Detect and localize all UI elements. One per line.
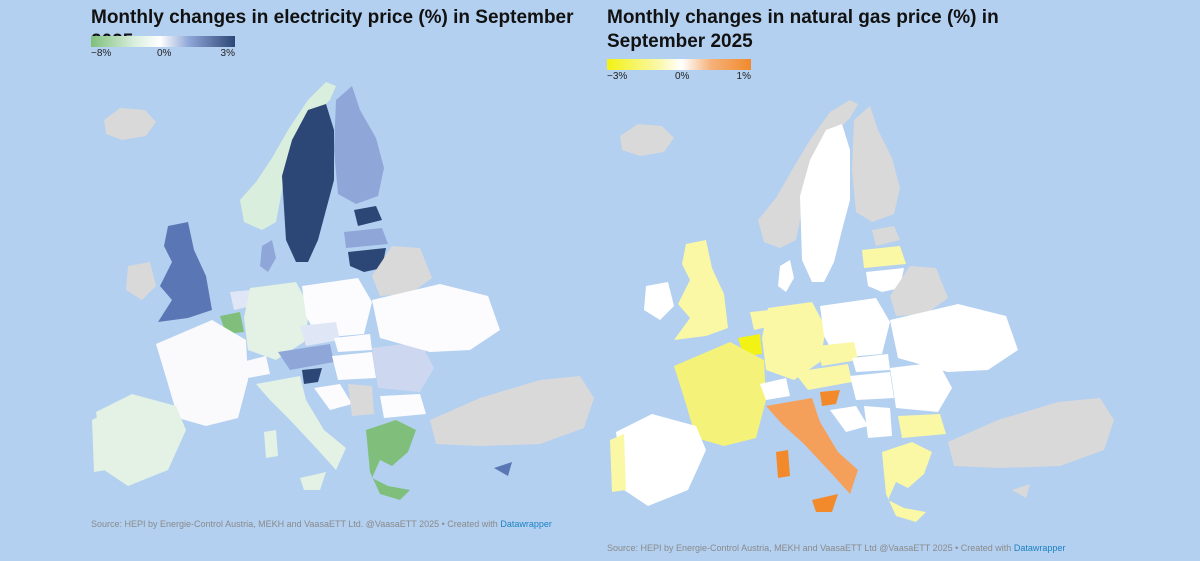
- united-kingdom: [158, 222, 212, 322]
- turkey: [948, 398, 1114, 468]
- gas-source-text: Source: HEPI by Energie-Control Austria,…: [607, 543, 1014, 553]
- hungary: [332, 352, 376, 380]
- gas-legend-bar: [607, 59, 751, 70]
- slovenia: [302, 368, 322, 384]
- serbia: [348, 384, 374, 416]
- gas-title: Monthly changes in natural gas price (%)…: [607, 7, 999, 52]
- electricity-source: Source: HEPI by Energie-Control Austria,…: [91, 519, 552, 529]
- latvia: [862, 246, 906, 268]
- ireland: [644, 282, 674, 320]
- iceland: [620, 124, 674, 156]
- electricity-legend: −8% 0% 3%: [91, 36, 235, 62]
- electricity-legend-bar: [91, 36, 235, 47]
- sicily: [812, 494, 838, 512]
- lithuania: [348, 248, 386, 272]
- portugal: [92, 414, 106, 472]
- belarus: [890, 266, 948, 316]
- denmark: [778, 260, 794, 292]
- slovenia: [820, 390, 840, 406]
- greece: [882, 442, 932, 522]
- netherlands: [230, 290, 252, 310]
- bulgaria: [898, 414, 946, 438]
- czechia: [816, 342, 858, 366]
- gas-legend-min: −3%: [607, 71, 628, 82]
- electricity-source-text: Source: HEPI by Energie-Control Austria,…: [91, 519, 501, 529]
- serbia: [864, 406, 892, 438]
- lithuania: [866, 268, 904, 292]
- ireland: [126, 262, 156, 300]
- croatia: [314, 384, 352, 410]
- gas-map: [610, 100, 1114, 522]
- sicily: [300, 472, 326, 490]
- poland: [820, 298, 890, 358]
- finland: [852, 106, 900, 222]
- belarus: [372, 246, 432, 296]
- france: [156, 320, 248, 426]
- sardinia: [264, 430, 278, 458]
- electricity-panel: Monthly changes in electricity price (%)…: [91, 7, 594, 529]
- czechia: [300, 322, 340, 346]
- hungary: [850, 372, 894, 400]
- latvia: [344, 228, 388, 248]
- electricity-map: [92, 82, 594, 500]
- gas-datawrapper-link[interactable]: Datawrapper: [1013, 543, 1066, 553]
- iceland: [104, 108, 156, 140]
- bulgaria: [380, 394, 426, 418]
- electricity-legend-mid: 0%: [157, 48, 172, 59]
- united-kingdom: [674, 240, 728, 340]
- electricity-datawrapper-link[interactable]: Datawrapper: [500, 519, 552, 529]
- gas-source: Source: HEPI by Energie-Control Austria,…: [607, 543, 1065, 553]
- germany: [244, 282, 310, 360]
- sweden: [800, 124, 850, 282]
- austria: [278, 344, 334, 370]
- gas-legend-max: 1%: [736, 71, 751, 82]
- france: [674, 342, 766, 446]
- portugal: [610, 434, 626, 492]
- estonia: [354, 206, 382, 226]
- spain: [96, 394, 186, 486]
- gas-legend: −3% 0% 1%: [607, 59, 751, 85]
- italy: [766, 398, 858, 494]
- croatia: [830, 406, 868, 432]
- electricity-legend-min: −8%: [91, 48, 112, 59]
- poland: [302, 278, 372, 338]
- greece: [366, 420, 416, 500]
- switzerland: [242, 356, 270, 378]
- cyprus: [494, 462, 512, 476]
- gas-panel: Monthly changes in natural gas price (%)…: [600, 0, 1200, 561]
- sardinia: [776, 450, 790, 478]
- switzerland: [760, 378, 790, 400]
- slovakia: [852, 354, 890, 372]
- spain: [616, 414, 706, 506]
- ukraine: [372, 284, 500, 352]
- austria: [794, 364, 852, 390]
- slovakia: [334, 334, 372, 352]
- electricity-legend-max: 3%: [220, 48, 235, 59]
- estonia: [872, 226, 900, 246]
- cyprus: [1012, 484, 1030, 498]
- gas-legend-mid: 0%: [675, 71, 690, 82]
- ukraine: [890, 304, 1018, 372]
- turkey: [430, 376, 594, 446]
- finland: [334, 86, 384, 204]
- germany: [762, 302, 826, 380]
- romania: [890, 362, 952, 412]
- sweden: [282, 104, 334, 262]
- romania: [372, 342, 434, 392]
- denmark: [260, 240, 276, 272]
- italy: [256, 376, 346, 470]
